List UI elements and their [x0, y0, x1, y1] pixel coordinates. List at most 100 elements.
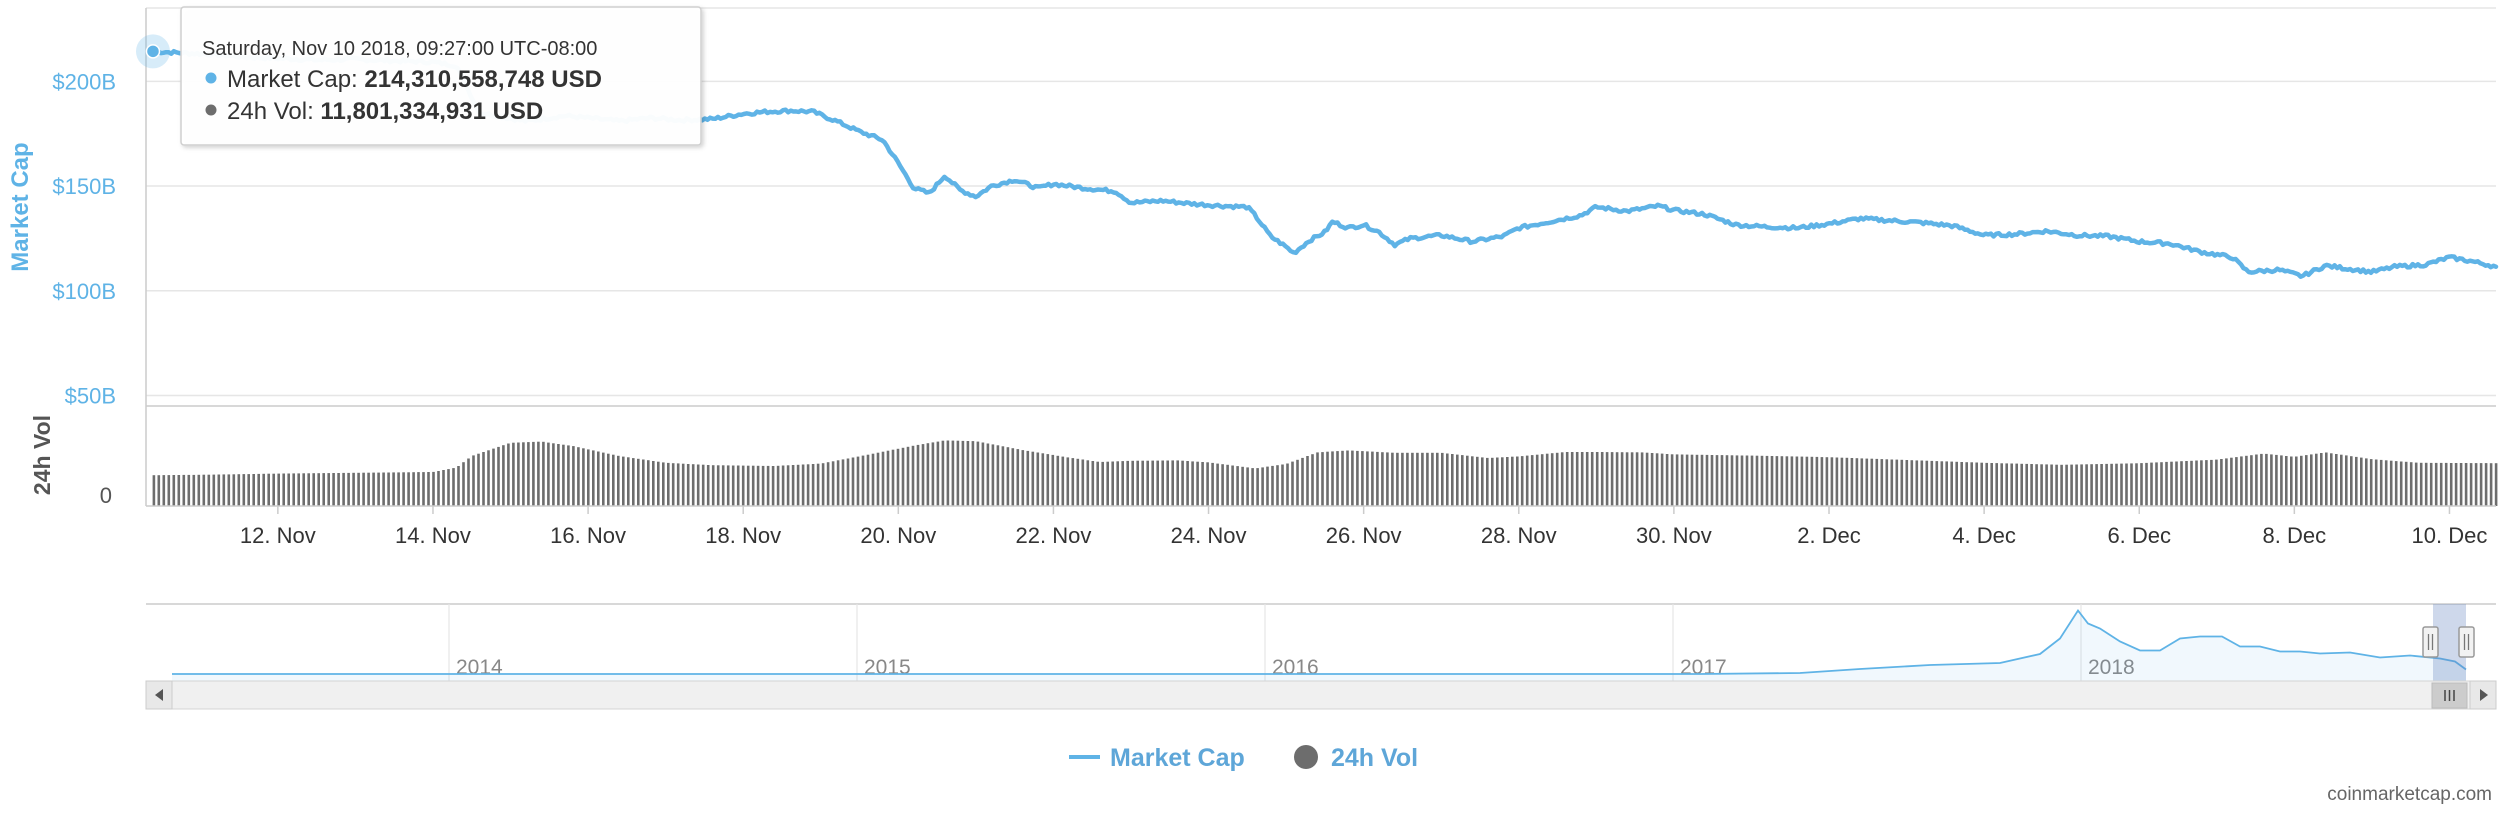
navigator[interactable]: 2014 2015 2016 2017 2018 [146, 603, 2496, 681]
volume-bar [1775, 456, 1779, 506]
volume-bar [1710, 455, 1714, 506]
credits[interactable]: coinmarketcap.com [2327, 784, 2492, 805]
volume-bar [1036, 452, 1040, 506]
volume-bar [1815, 456, 1819, 506]
volume-bar [1655, 453, 1659, 506]
volume-bar [1890, 459, 1894, 506]
volume-bar [1301, 457, 1304, 506]
x-tick-label: 28. Nov [1481, 523, 1557, 548]
volume-bar [1046, 454, 1050, 506]
volume-bar [2230, 457, 2233, 506]
volume-bar [1640, 452, 1644, 506]
volume-bar [307, 473, 310, 506]
volume-bar [2110, 463, 2113, 506]
tooltip-label-vol: 24h Vol: [227, 98, 320, 125]
volume-bar [2489, 463, 2493, 506]
volume-bar [921, 444, 925, 506]
volume-bar [1101, 461, 1104, 506]
volume-bar [676, 463, 680, 506]
legend-item-market-cap[interactable]: Market Cap [1069, 744, 1245, 772]
scroll-right-button[interactable] [2469, 680, 2497, 710]
volume-bar [1905, 460, 1909, 506]
volume-bar [527, 442, 530, 506]
volume-bar [1585, 452, 1589, 506]
volume-bar [2454, 463, 2458, 506]
volume-bar [1116, 461, 1119, 506]
volume-bar [1745, 455, 1749, 506]
scrollbar-thumb[interactable] [2431, 682, 2468, 709]
volume-bar [542, 441, 545, 506]
volume-bar [2030, 464, 2033, 506]
volume-bar [906, 446, 910, 506]
volume-bar [1995, 463, 1998, 506]
volume-bar [1206, 462, 1209, 506]
volume-bar [202, 474, 206, 506]
volume-bar [1041, 453, 1045, 506]
volume-bar [2050, 464, 2053, 506]
volume-bar [622, 456, 625, 506]
volume-bar [1086, 460, 1090, 506]
volume-bar [946, 440, 950, 506]
volume-bar [1785, 456, 1789, 506]
volume-bar [1131, 460, 1134, 506]
volume-bar [1600, 452, 1604, 506]
volume-bar [2374, 459, 2378, 506]
volume-bar [2120, 463, 2123, 506]
volume-bar [1256, 468, 1259, 506]
y-tick-label: $150B [52, 174, 116, 199]
volume-bar [2015, 463, 2018, 506]
volume-bar [996, 445, 1000, 506]
vol-axis-title: 24h Vol [29, 415, 55, 495]
volume-bar [696, 464, 700, 506]
volume-bar [2170, 461, 2173, 506]
volume-bar [332, 473, 335, 506]
volume-bar [981, 442, 985, 506]
volume-bar [647, 460, 650, 506]
volume-bar [1860, 458, 1864, 506]
scrollbar[interactable] [145, 680, 2497, 710]
volume-bar [2474, 463, 2478, 506]
volume-bar [1386, 452, 1389, 506]
volume-bar [2090, 464, 2093, 506]
volume-bar [1411, 452, 1414, 506]
legend-item-24h-vol[interactable]: 24h Vol [1294, 744, 1418, 772]
scrollbar-track[interactable] [145, 680, 2497, 710]
volume-bar [1695, 454, 1699, 506]
volume-bar [1800, 456, 1804, 506]
volume-bar [1281, 464, 1284, 506]
volume-bar [1990, 463, 1993, 506]
volume-bar [931, 442, 935, 506]
volume-bar [1051, 454, 1055, 506]
volume-bar [1496, 457, 1499, 506]
navigator-right-handle[interactable] [2458, 626, 2475, 658]
volume-bar [1171, 460, 1174, 506]
volume-bar [357, 472, 360, 506]
volume-bar [2020, 463, 2023, 506]
volume-bar [2280, 455, 2283, 506]
volume-bar [637, 458, 640, 506]
volume-bar [592, 450, 595, 506]
volume-bar [1501, 457, 1504, 506]
volume-bar [1096, 461, 1099, 506]
volume-bar [2195, 460, 2198, 506]
tooltip-value-vol: 11,801,334,931 USD [320, 98, 543, 125]
volume-bar [1560, 452, 1564, 506]
volume-bar [776, 465, 780, 506]
volume-bar [372, 472, 375, 506]
volume-bar [1920, 460, 1924, 506]
volume-bar [2335, 454, 2338, 506]
volume-bar [1156, 460, 1159, 506]
y-tick-label: $200B [52, 69, 116, 94]
navigator-left-handle[interactable] [2422, 626, 2439, 658]
volume-bar [1296, 459, 1299, 506]
volume-bar [1550, 453, 1554, 506]
volume-bar [2165, 461, 2168, 506]
volume-bar [1291, 461, 1294, 506]
volume-bar [856, 456, 860, 506]
volume-bar [612, 454, 615, 506]
volume-bar [442, 470, 445, 506]
volume-bar [1391, 452, 1394, 506]
volume-bar [2325, 452, 2328, 506]
scroll-left-button[interactable] [145, 680, 173, 710]
volume-bar [172, 475, 176, 506]
